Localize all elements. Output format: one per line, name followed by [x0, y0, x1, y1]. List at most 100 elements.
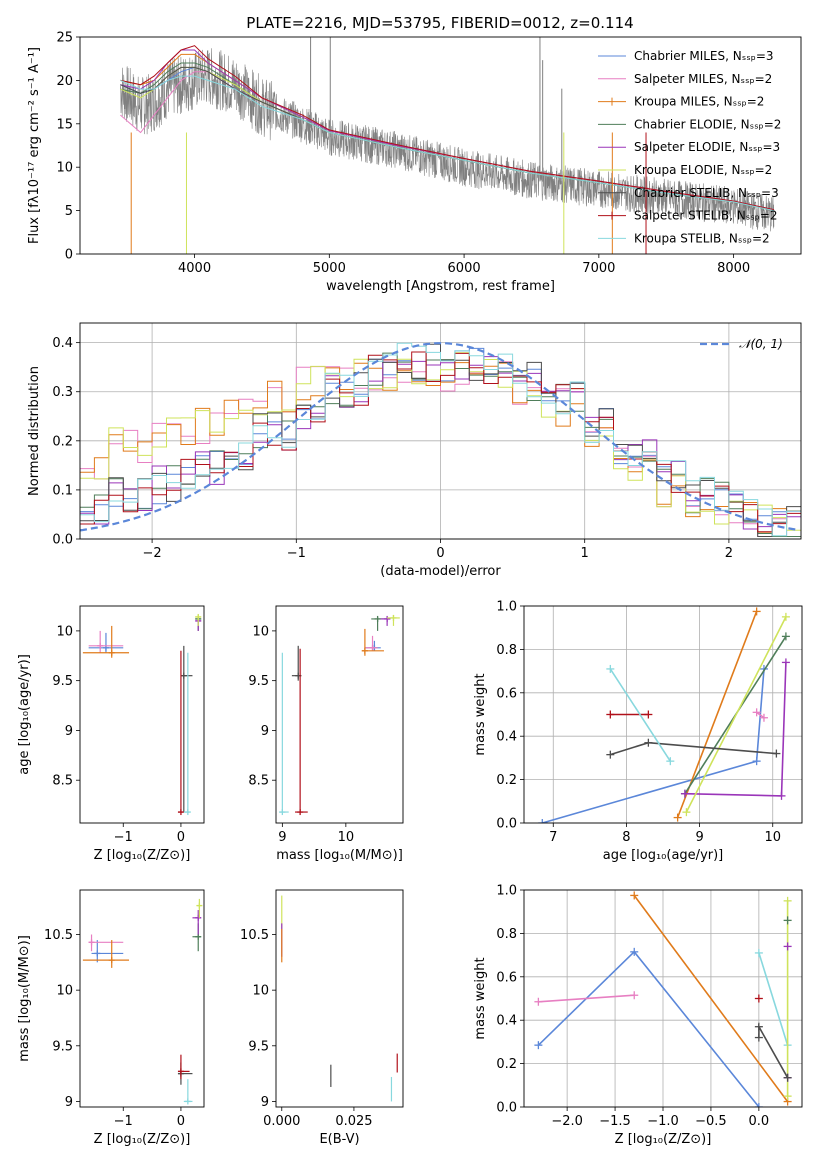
- model-series: [120, 45, 775, 211]
- x-tick-label: 0: [177, 830, 185, 845]
- legend-label: Salpeter STELIB, Nₛₛₚ=2: [634, 209, 778, 223]
- plot-mass_age: 9 10 8.5 9 9.5 10 mass [log₁₀(M/M⊙)]: [248, 605, 404, 863]
- y-tick-label: 0.6: [496, 970, 517, 985]
- weight-line: [538, 994, 635, 1003]
- axes-frame: [275, 605, 404, 824]
- residual-histogram: [80, 351, 801, 539]
- legend-label: 𝒩(0, 1): [739, 337, 783, 351]
- y-tick-label: 9.5: [248, 674, 269, 689]
- x-axis-label: Z [log₁₀(Z/Z⊙)]: [94, 1132, 191, 1147]
- y-tick-label: 9.5: [52, 1039, 73, 1054]
- x-tick-label: 7000: [582, 261, 615, 276]
- x-tick-label: 9: [278, 830, 286, 845]
- y-tick-label: 0.8: [496, 643, 517, 658]
- plot-area-mass_age: [279, 614, 400, 816]
- x-tick-label: 10: [338, 830, 355, 845]
- residual-histogram: [80, 342, 801, 539]
- y-tick-label: 9: [65, 1095, 73, 1110]
- x-tick-label: −2.0: [551, 1114, 583, 1129]
- normal-curve: [80, 342, 799, 532]
- x-tick-label: −0.5: [695, 1114, 727, 1129]
- y-tick-label: 0.4: [496, 730, 517, 745]
- weight-line: [685, 616, 787, 813]
- y-tick-label: 20: [56, 74, 73, 89]
- y-tick-label: 0.0: [496, 1101, 517, 1116]
- axes-frame: [275, 889, 404, 1108]
- plot-Z_mass: −1 0 9 9.5 10 10.5 Z [log₁₀(Z/Z⊙)] mass [log₁₀(…: [17, 889, 205, 1147]
- x-tick-label: 7: [549, 830, 557, 845]
- y-tick-label: 10: [56, 161, 73, 176]
- x-axis-label: wavelength [Angstrom, rest frame]: [326, 279, 555, 294]
- model-series: [120, 75, 775, 212]
- plot-area-Z_age: [82, 613, 202, 816]
- weight-line: [537, 950, 760, 1107]
- y-axis-label: mass [log₁₀(M/M⊙)]: [17, 935, 32, 1062]
- axes-frame: [523, 889, 803, 1108]
- y-tick-label: 10.5: [44, 928, 73, 943]
- y-tick-label: 0.2: [52, 434, 73, 449]
- plot-area-Z_mass: [82, 898, 203, 1105]
- legend-label: Salpeter ELODIE, Nₛₛₚ=3: [634, 140, 780, 154]
- axes-frame: [79, 322, 802, 540]
- x-tick-label: 8000: [717, 261, 750, 276]
- x-tick-label: −2: [143, 546, 162, 561]
- plot-spectrum: 4000 5000 6000 7000 8000 0 5 10 15 20 25 wavelength…: [27, 31, 802, 294]
- legend: 𝒩(0, 1): [700, 337, 783, 351]
- x-tick-label: 8: [622, 830, 630, 845]
- plot-area-weight_age: [538, 607, 790, 823]
- weight-line: [610, 741, 777, 756]
- x-tick-label: 0: [177, 1114, 185, 1129]
- plot-area-weight_Z: [534, 891, 792, 1107]
- y-tick-label: 9.5: [52, 674, 73, 689]
- y-tick-label: 0.6: [496, 686, 517, 701]
- chart-layer: 4000 5000 6000 7000 80000510152025wavelength…: [17, 31, 803, 1147]
- y-axis-label: Normed distribution: [27, 366, 42, 496]
- plot-area-spectrum: [120, 37, 775, 254]
- y-tick-label: 10: [56, 984, 73, 999]
- y-tick-label: 10: [252, 984, 269, 999]
- y-tick-label: 0: [65, 248, 73, 263]
- y-tick-label: 0.4: [496, 1014, 517, 1029]
- weight-line: [684, 662, 787, 797]
- x-tick-label: 0.025: [335, 1114, 372, 1129]
- x-tick-label: 9: [695, 830, 703, 845]
- axes-frame: [79, 605, 205, 824]
- y-tick-label: 0.2: [496, 773, 517, 788]
- plot-residuals: −2 −1 0 1 2 0.0 0.1 0.2 0.3 0.4 (data-model)/error…: [27, 322, 802, 579]
- y-tick-label: 10: [252, 624, 269, 639]
- x-tick-label: −1: [287, 546, 306, 561]
- y-axis-label: Flux [fλ10⁻¹⁷ erg cm⁻² s⁻¹ A⁻¹]: [27, 47, 42, 244]
- x-axis-label: mass [log₁₀(M/M⊙)]: [276, 848, 403, 863]
- legend-label: Kroupa STELIB, Nₛₛₚ=2: [634, 231, 770, 245]
- axes-frame: [523, 605, 803, 824]
- y-tick-label: 5: [65, 204, 73, 219]
- y-tick-label: 1.0: [496, 884, 517, 899]
- y-tick-label: 0.1: [52, 483, 73, 498]
- plot-weight_age: 7 8 9 10 0.0 0.2 0.4 0.6 0.8 1.0 age [log₁₀(age/yr…: [473, 600, 803, 863]
- axes-frame: [79, 889, 205, 1108]
- x-axis-label: Z [log₁₀(Z/Z⊙)]: [94, 848, 191, 863]
- x-tick-label: 0: [436, 546, 444, 561]
- y-axis-label: age [log₁₀(age/yr)]: [17, 654, 32, 775]
- weight-line: [758, 952, 789, 1046]
- legend: Chabrier MILES, Nₛₛₚ=3 Salpeter MILES, Nₛ…: [598, 49, 781, 245]
- y-tick-label: 10: [56, 624, 73, 639]
- y-tick-label: 8.5: [248, 774, 269, 789]
- legend-label: Chabrier ELODIE, Nₛₛₚ=2: [634, 117, 781, 131]
- weight-line: [542, 668, 765, 823]
- legend-label: Chabrier STELIB, Nₛₛₚ=3: [634, 186, 779, 200]
- y-tick-label: 9.5: [248, 1039, 269, 1054]
- y-tick-label: 9: [65, 724, 73, 739]
- x-tick-label: 1: [581, 546, 589, 561]
- weight-line: [633, 894, 789, 1103]
- legend-label: Kroupa ELODIE, Nₛₛₚ=2: [634, 163, 772, 177]
- x-tick-label: 2: [725, 546, 733, 561]
- y-tick-label: 0.0: [496, 817, 517, 832]
- x-tick-label: 4000: [178, 261, 211, 276]
- plot-area-ebv_mass: [281, 895, 398, 1102]
- x-axis-label: age [log₁₀(age/yr)]: [603, 848, 724, 863]
- legend-label: Chabrier MILES, Nₛₛₚ=3: [634, 49, 774, 63]
- x-tick-label: 10: [764, 830, 781, 845]
- y-tick-label: 9: [261, 1095, 269, 1110]
- y-tick-label: 0.2: [496, 1057, 517, 1072]
